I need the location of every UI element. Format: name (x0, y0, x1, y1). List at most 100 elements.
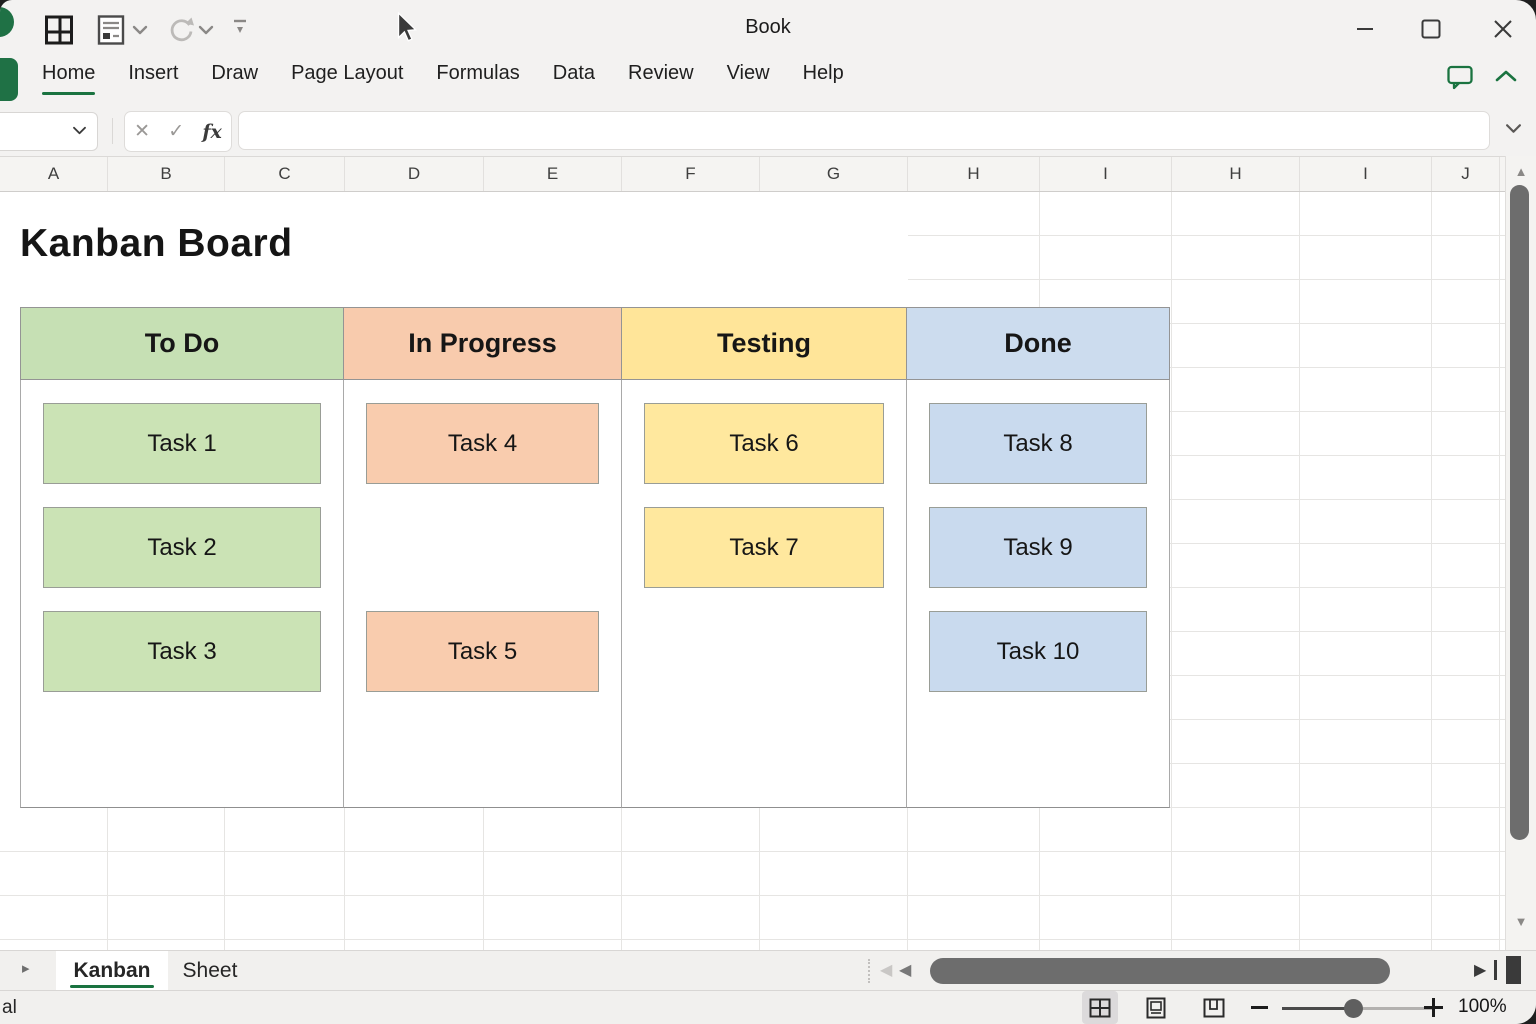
paste-options-icon[interactable] (96, 14, 126, 46)
formula-input[interactable] (238, 111, 1490, 150)
column-header-i-8[interactable]: I (1040, 157, 1172, 191)
formula-buttons-group: ✕ ✓ fx (124, 111, 232, 152)
kanban-column-header-to-do[interactable]: To Do (20, 307, 343, 380)
tab-data[interactable]: Data (552, 62, 595, 84)
task-card-task-1[interactable]: Task 1 (43, 403, 321, 484)
vertical-scrollbar-thumb[interactable] (1510, 185, 1529, 840)
kanban-column-header-testing[interactable]: Testing (621, 307, 906, 380)
maximize-button[interactable] (1418, 16, 1444, 42)
vertical-scrollbar[interactable]: ▲ ▼ (1505, 156, 1536, 950)
tab-home[interactable]: Home (42, 62, 96, 99)
column-header-f-5[interactable]: F (622, 157, 760, 191)
ribbon-tabs: Home Insert Draw Page Layout Formulas Da… (42, 62, 844, 99)
cancel-entry-button[interactable]: ✕ (134, 121, 151, 142)
zoom-slider-thumb[interactable] (1344, 999, 1363, 1018)
task-card-task-2[interactable]: Task 2 (43, 507, 321, 588)
gridline-vertical (1171, 192, 1172, 950)
tab-insert[interactable]: Insert (128, 62, 179, 84)
tab-formulas[interactable]: Formulas (436, 62, 520, 84)
tab-help[interactable]: Help (802, 62, 844, 84)
normal-view-button[interactable] (1082, 991, 1118, 1024)
task-card-task-4[interactable]: Task 4 (366, 403, 599, 484)
scroll-down-arrow-icon[interactable]: ▼ (1514, 914, 1528, 929)
spreadsheet-area[interactable]: Kanban Board To Do Task 1 Task 2 Task 3 In P… (0, 192, 1505, 950)
column-header-g-6[interactable]: G (760, 157, 908, 191)
hscroll-right-arrow-icon[interactable]: ▶ (1474, 962, 1487, 979)
kanban-board-title: Kanban Board (20, 222, 293, 265)
kanban-column-header-in-progress[interactable]: In Progress (343, 307, 621, 380)
tab-draw[interactable]: Draw (211, 62, 259, 84)
task-card-task-9[interactable]: Task 9 (929, 507, 1147, 588)
minimize-button[interactable] (1352, 16, 1378, 42)
status-bar: al 100% (0, 990, 1536, 1024)
left-strip-mask (0, 307, 20, 808)
sheet-tab-label: Kanban (73, 958, 151, 982)
kanban-column-body-done: Task 8 Task 9 Task 10 (906, 380, 1170, 808)
kanban-column-body-in-progress: Task 4 Task 5 (343, 380, 621, 808)
task-card-task-3[interactable]: Task 3 (43, 611, 321, 692)
zoom-in-button[interactable] (1424, 998, 1443, 1017)
zoom-out-button[interactable] (1251, 1006, 1268, 1009)
zoom-level[interactable]: 100% (1458, 996, 1507, 1017)
column-header-b-1[interactable]: B (108, 157, 225, 191)
filter-icon[interactable] (232, 18, 248, 38)
close-button[interactable] (1490, 16, 1516, 42)
column-header-h-9[interactable]: H (1172, 157, 1300, 191)
file-button-partial[interactable] (0, 58, 18, 101)
name-box[interactable] (0, 112, 98, 151)
insert-function-button[interactable]: fx (202, 120, 222, 143)
page-break-view-icon (1203, 998, 1225, 1017)
task-card-task-6[interactable]: Task 6 (644, 403, 884, 484)
task-card-task-7[interactable]: Task 7 (644, 507, 884, 588)
kanban-column-to-do: To Do Task 1 Task 2 Task 3 (20, 307, 343, 808)
gridline-vertical (1299, 192, 1300, 950)
sheet-tab-kanban[interactable]: Kanban (56, 951, 168, 990)
status-left-partial-text: al (2, 997, 17, 1018)
column-header-d-3[interactable]: D (345, 157, 484, 191)
hscroll-left-arrow-icon[interactable]: ◀ (899, 962, 912, 979)
comments-icon[interactable] (1446, 64, 1474, 90)
kanban-column-testing: Testing Task 6 Task 7 (621, 307, 906, 808)
name-box-chevron-down-icon[interactable] (72, 125, 87, 136)
column-header-h-7[interactable]: H (908, 157, 1040, 191)
column-header-e-4[interactable]: E (484, 157, 622, 191)
column-header-c-2[interactable]: C (225, 157, 345, 191)
task-card-task-8[interactable]: Task 8 (929, 403, 1147, 484)
chevron-down-icon[interactable] (132, 24, 148, 36)
kanban-column-in-progress: In Progress Task 4 Task 5 (343, 307, 621, 808)
tab-view[interactable]: View (726, 62, 770, 84)
column-header-i-10[interactable]: I (1300, 157, 1432, 191)
gridline-vertical (1499, 192, 1500, 950)
tab-review[interactable]: Review (628, 62, 694, 84)
hscroll-end-bar[interactable] (1494, 960, 1497, 980)
normal-view-icon (1089, 998, 1111, 1017)
hscroll-left-arrow-pale-icon[interactable]: ◀ (880, 962, 893, 979)
kanban-column-done: Done Task 8 Task 9 Task 10 (906, 307, 1170, 808)
tab-scroll-right-icon[interactable]: ▸ (22, 960, 30, 977)
titlebar: Book (0, 0, 1536, 60)
workbook-panes-icon[interactable] (44, 14, 74, 46)
task-card-task-5[interactable]: Task 5 (366, 611, 599, 692)
kanban-column-header-done[interactable]: Done (906, 307, 1170, 380)
sheet-tab-sheet[interactable]: Sheet (172, 951, 248, 990)
task-card-task-10[interactable]: Task 10 (929, 611, 1147, 692)
collapse-ribbon-chevron-up-icon[interactable] (1494, 68, 1518, 84)
scroll-up-arrow-icon[interactable]: ▲ (1514, 164, 1528, 179)
horizontal-scrollbar-thumb[interactable] (930, 958, 1390, 984)
kanban-board: To Do Task 1 Task 2 Task 3 In Progress Task 4… (20, 307, 1170, 808)
redo-icon[interactable] (166, 14, 196, 46)
formula-bar-divider (112, 118, 113, 144)
page-break-view-button[interactable] (1196, 991, 1232, 1024)
tab-page-layout[interactable]: Page Layout (291, 62, 404, 84)
expand-formula-bar-chevron-icon[interactable] (1505, 122, 1522, 135)
column-header-a-0[interactable]: A (0, 157, 108, 191)
kanban-column-body-to-do: Task 1 Task 2 Task 3 (20, 380, 343, 808)
confirm-entry-button[interactable]: ✓ (168, 121, 185, 142)
chevron-down-icon[interactable] (198, 24, 214, 36)
page-layout-view-button[interactable] (1138, 991, 1174, 1024)
tab-scrollbar-divider (868, 959, 870, 983)
zoom-slider-track-left[interactable] (1282, 1007, 1354, 1010)
zoom-slider-track-right[interactable] (1354, 1007, 1432, 1010)
column-header-j-11[interactable]: J (1432, 157, 1500, 191)
